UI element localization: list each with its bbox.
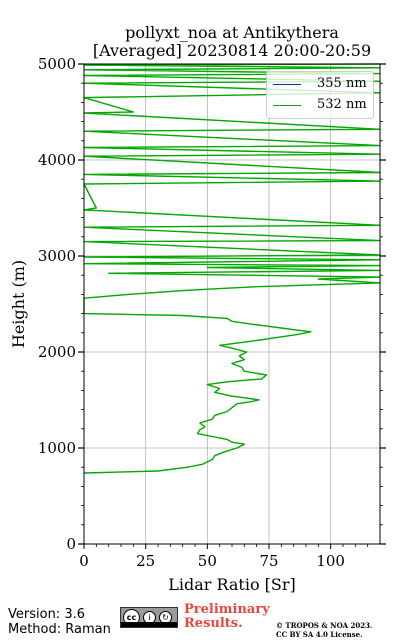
x-tick-label: 75 <box>259 552 278 570</box>
x-tick-label: 25 <box>136 552 155 570</box>
y-tick-label: 1000 <box>38 439 76 457</box>
chart-title-line2: [Averaged] 20230814 20:00-20:59 <box>92 41 372 60</box>
series-line-532-nm <box>83 63 381 474</box>
method-text: Method: Raman <box>8 622 111 637</box>
license-strip <box>121 622 177 627</box>
chart-legend: 355 nm 532 nm <box>266 71 374 119</box>
chart-title-line1: pollyxt_noa at Antikythera <box>125 23 339 42</box>
x-tick-label: 100 <box>316 552 345 570</box>
cc-license-badge: cc i ↻ <box>120 607 178 628</box>
y-tick-label: 3000 <box>38 247 76 265</box>
y-tick-label: 4000 <box>38 151 76 169</box>
y-tick-label: 5000 <box>38 55 76 73</box>
copyright-line2: CC BY SA 4.0 License. <box>276 630 363 639</box>
preliminary-line2: Results. <box>184 616 243 631</box>
legend-line-532 <box>273 105 301 106</box>
legend-label-355: 355 nm <box>317 76 367 91</box>
version-text: Version: 3.6 <box>8 607 85 622</box>
legend-line-355 <box>273 84 301 85</box>
y-tick-label: 2000 <box>38 343 76 361</box>
x-tick-label: 50 <box>198 552 217 570</box>
x-tick-label: 0 <box>79 552 89 570</box>
y-tick-label: 0 <box>66 535 76 553</box>
x-axis-label: Lidar Ratio [Sr] <box>168 575 296 594</box>
chart-curves <box>83 63 381 474</box>
copyright-line1: © TROPOS & NOA 2023. <box>276 621 373 630</box>
y-axis-label: Height (m) <box>9 260 28 348</box>
preliminary-results-text: Preliminary Results. <box>184 603 270 631</box>
legend-label-532: 532 nm <box>317 97 367 112</box>
preliminary-line1: Preliminary <box>184 602 270 617</box>
